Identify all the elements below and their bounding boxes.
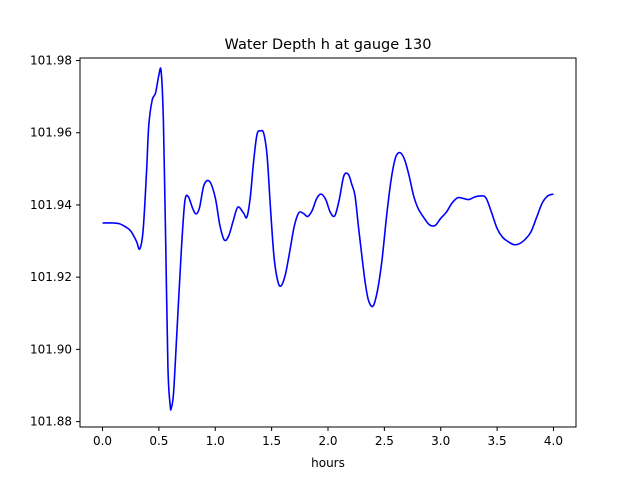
y-tick-label: 101.96 — [30, 126, 72, 140]
x-tick-label: 1.0 — [206, 434, 225, 448]
x-tick-label: 0.0 — [93, 434, 112, 448]
y-tick-label: 101.92 — [30, 270, 72, 284]
x-tick-label: 0.5 — [149, 434, 168, 448]
y-tick-label: 101.90 — [30, 342, 72, 356]
series-line — [102, 67, 554, 411]
x-axis: 0.0 0.5 1.0 1.5 2.0 2.5 3.0 3.5 4.0 — [93, 427, 563, 448]
plot-area — [102, 67, 554, 411]
x-tick-label: 3.0 — [431, 434, 450, 448]
x-tick-label: 3.5 — [488, 434, 507, 448]
chart-title: Water Depth h at gauge 130 — [225, 37, 432, 53]
y-tick-label: 101.98 — [30, 54, 72, 68]
y-tick-label: 101.88 — [30, 415, 72, 429]
x-tick-label: 1.5 — [262, 434, 281, 448]
x-tick-label: 2.0 — [318, 434, 337, 448]
y-tick-label: 101.94 — [30, 198, 72, 212]
x-axis-label: hours — [311, 456, 345, 470]
y-axis: 101.88 101.90 101.92 101.94 101.96 101.98 — [30, 54, 80, 429]
x-tick-label: 2.5 — [375, 434, 394, 448]
x-tick-label: 4.0 — [544, 434, 563, 448]
